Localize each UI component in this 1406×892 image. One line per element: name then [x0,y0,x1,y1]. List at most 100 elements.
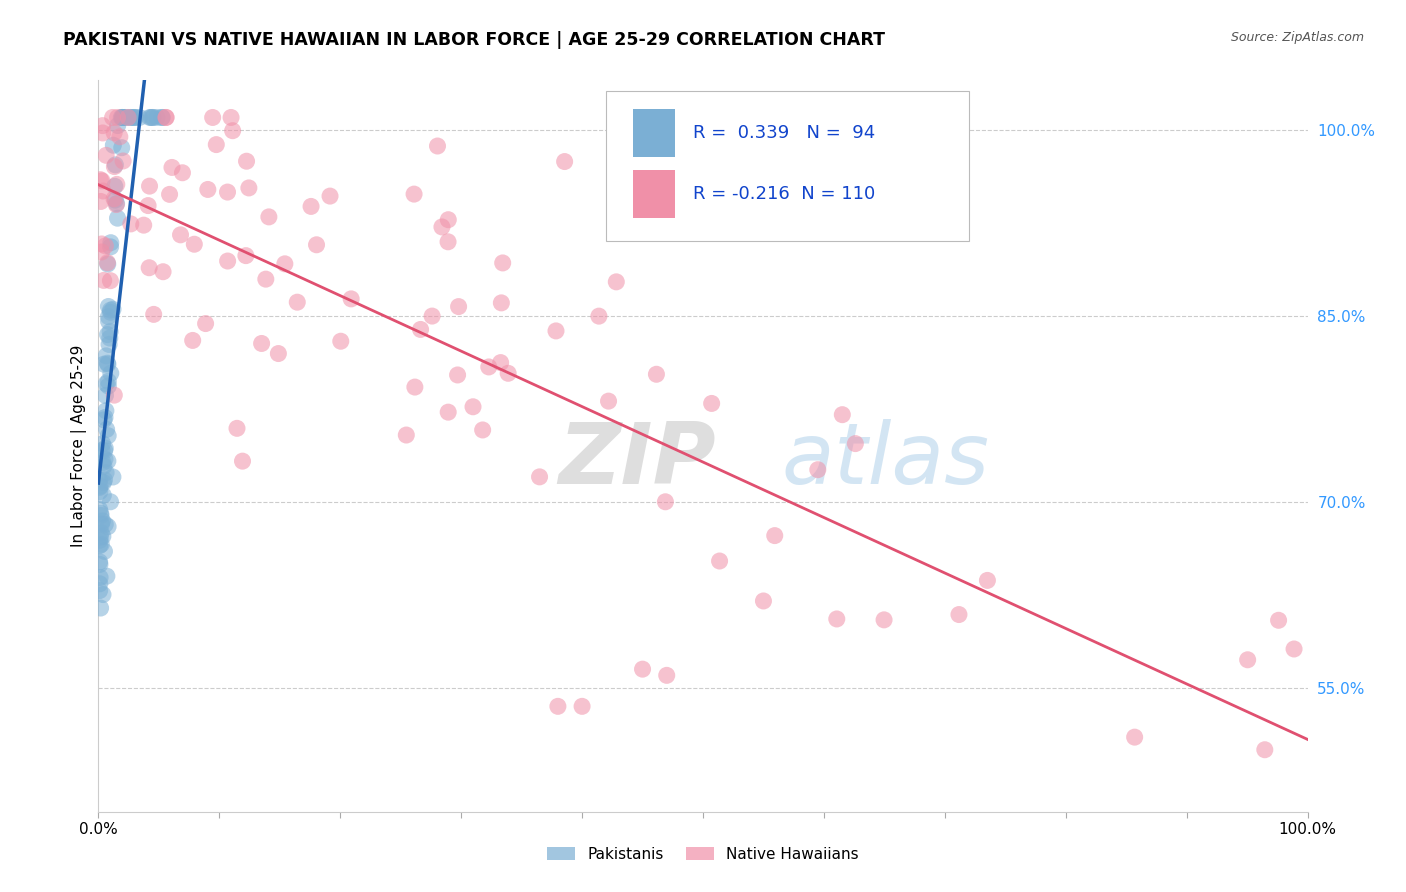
Point [90,508,112,523]
Text: atlas: atlas [782,419,990,502]
Point [471,423,494,437]
Point [529,470,551,484]
Point [231,454,253,468]
Point [426,139,449,153]
Point [172,166,194,180]
Point [948,607,970,622]
Point [221,124,243,138]
Point [183,237,205,252]
Point [89,570,111,584]
Point [90,506,112,520]
Point [430,219,453,234]
Point [89,484,111,499]
Point [93,273,115,287]
Point [461,400,484,414]
Point [112,111,135,125]
Point [285,295,308,310]
Point [274,257,297,271]
Point [111,111,134,125]
Point [93,475,115,490]
Point [873,613,896,627]
Point [709,554,731,568]
Point [97,310,120,324]
Point [831,408,853,422]
Point [97,327,120,342]
Point [100,495,122,509]
Point [91,184,114,198]
Point [97,519,120,533]
Point [205,137,228,152]
Point [96,422,118,436]
Point [141,111,163,125]
Point [89,558,111,572]
Point [103,160,125,174]
Point [101,111,124,125]
Point [108,129,131,144]
Point [152,265,174,279]
Point [446,368,468,382]
Point [976,574,998,588]
Point [91,174,114,188]
Point [89,533,111,548]
Point [90,525,112,540]
Point [89,539,111,553]
FancyBboxPatch shape [606,91,969,241]
Point [142,111,165,125]
Text: R = -0.216  N = 110: R = -0.216 N = 110 [693,185,876,202]
Point [120,111,142,125]
Point [150,111,173,125]
Y-axis label: In Labor Force | Age 25-29: In Labor Force | Age 25-29 [72,345,87,547]
Point [645,368,668,382]
Point [94,452,117,467]
Text: ZIP: ZIP [558,419,716,502]
Point [97,357,120,371]
Point [101,302,124,317]
Point [98,325,121,339]
Point [155,111,177,125]
Point [89,583,111,598]
Point [544,324,567,338]
Point [91,514,114,528]
Point [201,111,224,125]
Point [107,119,129,133]
Point [96,356,118,370]
Point [120,217,142,231]
FancyBboxPatch shape [633,109,675,157]
Point [89,473,111,487]
Point [807,463,830,477]
Point [93,473,115,487]
Point [588,309,610,323]
Text: R =  0.339   N =  94: R = 0.339 N = 94 [693,124,876,142]
Point [97,314,120,328]
Point [100,303,122,318]
Text: Source: ZipAtlas.com: Source: ZipAtlas.com [1230,31,1364,45]
Point [319,189,342,203]
Point [111,111,134,125]
Point [395,428,418,442]
Point [103,138,125,153]
Point [89,502,111,516]
Point [197,182,219,196]
Point [89,576,111,591]
Point [250,336,273,351]
Point [98,337,121,351]
Point [93,459,115,474]
Point [1236,653,1258,667]
Point [91,436,114,450]
Point [437,212,460,227]
Point [96,256,118,270]
Point [94,376,117,391]
Point [94,388,117,402]
Point [409,322,432,336]
Point [598,394,620,409]
Point [299,199,322,213]
Point [136,198,159,212]
Point [105,196,128,211]
Point [169,227,191,242]
Point [1123,730,1146,744]
Point [571,699,593,714]
Point [763,528,786,542]
Point [89,555,111,569]
Point [825,612,848,626]
Point [404,380,426,394]
